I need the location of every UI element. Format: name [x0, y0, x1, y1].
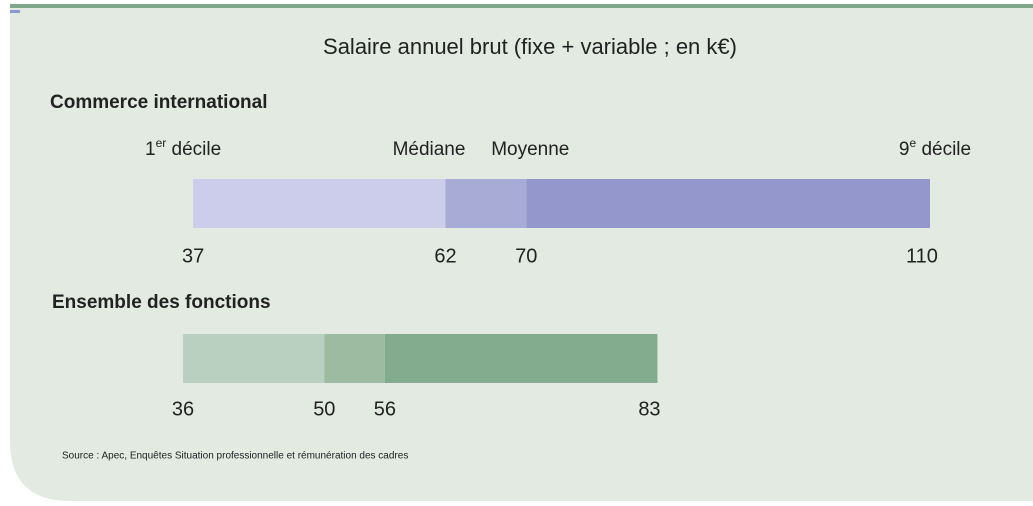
value-label: 70 [515, 245, 537, 267]
quantile-label: 1er décile [145, 136, 221, 160]
chart-title: Salaire annuel brut (fixe + variable ; e… [323, 34, 737, 59]
value-label: 37 [182, 245, 204, 267]
label-part: 9 [899, 139, 910, 160]
value-label: 83 [638, 398, 660, 420]
superscript: e [909, 136, 916, 150]
bar-segment [183, 334, 325, 383]
bar-segment [384, 334, 658, 383]
superscript: er [156, 136, 167, 150]
source: Source : Apec, Enquêtes Situation profes… [62, 451, 408, 462]
value-label: 110 [906, 245, 938, 267]
label-part: décile [916, 139, 971, 160]
bar-segment [445, 179, 527, 228]
value-label: 56 [374, 398, 396, 420]
label-part: décile [166, 139, 221, 160]
value-label: 36 [172, 398, 194, 420]
top-rule [10, 4, 1033, 8]
label-part: 1 [145, 139, 156, 160]
quantile-label: Médiane [393, 139, 466, 160]
quantile-label: 9e décile [899, 136, 971, 160]
label-part: Médiane [393, 139, 466, 160]
accent [10, 10, 20, 13]
label-part: Moyenne [491, 139, 569, 160]
bar-segment [193, 179, 446, 228]
bar-segment [324, 334, 385, 383]
value-label: 50 [313, 398, 335, 420]
value-label: 62 [434, 245, 456, 267]
group-title: Ensemble des fonctions [52, 292, 271, 313]
group-title: Commerce international [50, 92, 268, 113]
bar-segment [526, 179, 930, 228]
quantile-label: Moyenne [491, 139, 569, 160]
